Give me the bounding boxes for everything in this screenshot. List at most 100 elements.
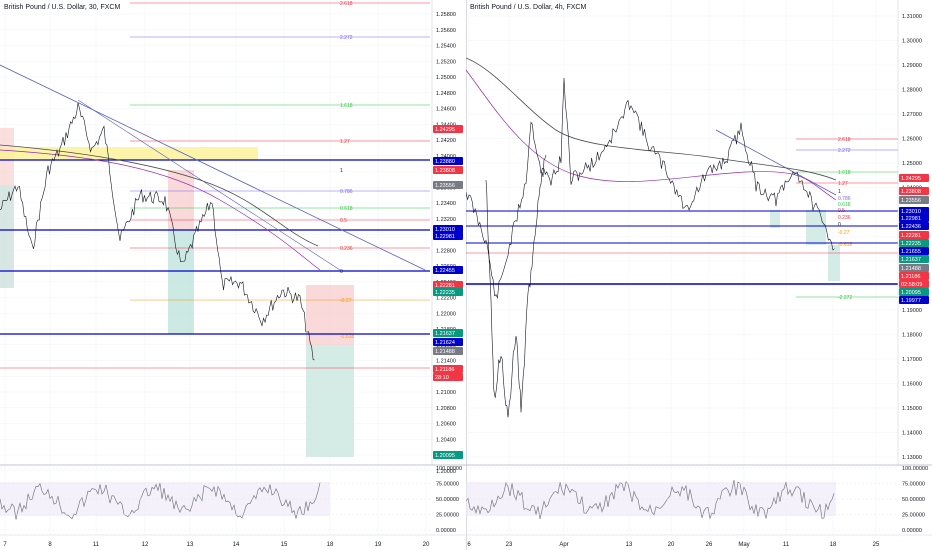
svg-text:1.21488: 1.21488 <box>901 266 921 272</box>
price-tag: 1.23808 <box>899 187 929 195</box>
price-tick-label: 1.21400 <box>436 359 456 365</box>
left-chart-title: British Pound / U.S. Dollar, 30, FXCM <box>4 4 120 11</box>
right-ma-slow <box>466 57 837 181</box>
left-price-tags: 1.24295 1.23880 1.23808 1.23556 1.230101.229… <box>433 125 463 459</box>
date-tick-label: 15 <box>281 542 288 548</box>
svg-text:1.19977: 1.19977 <box>901 298 921 304</box>
osc-tick-label: 25.00000 <box>902 513 925 519</box>
date-tick-label: 12 <box>142 542 149 548</box>
svg-text:-0.618: -0.618 <box>838 242 852 248</box>
date-tick-label: 23 <box>506 542 513 548</box>
svg-text:1.22281: 1.22281 <box>435 283 455 289</box>
svg-text:2.618: 2.618 <box>838 137 851 143</box>
left-support-resistance-lines[interactable] <box>0 159 430 335</box>
left-descending-trendline[interactable] <box>0 64 426 271</box>
price-tick-label: 1.18000 <box>902 333 922 339</box>
svg-text:1.24295: 1.24295 <box>435 127 455 133</box>
price-tick-label: 1.24800 <box>436 91 456 97</box>
right-support-resistance-lines[interactable] <box>466 210 898 285</box>
price-tag: 1.21624 <box>433 338 463 346</box>
left-chart-pane[interactable]: 2.618 2.272 1.618 1.27 1 0.786 0.618 0.5… <box>0 0 466 550</box>
osc-tick-label: 50.00000 <box>436 497 459 503</box>
svg-text:1.27: 1.27 <box>838 181 848 187</box>
price-tag: 1.21637 <box>899 255 929 263</box>
price-tag: 1.23556 <box>899 196 929 204</box>
svg-text:1.23556: 1.23556 <box>901 198 921 204</box>
right-price-series[interactable] <box>466 77 835 418</box>
osc-tick-label: 75.00000 <box>436 482 459 488</box>
date-tick-label: 19 <box>375 542 382 548</box>
price-tag: 1.22981 <box>899 214 929 222</box>
left-price-series[interactable] <box>0 102 315 361</box>
date-tick-label: 20 <box>423 542 430 548</box>
svg-text:0.786: 0.786 <box>838 196 851 202</box>
date-tick-label: May <box>738 542 749 548</box>
price-tick-label: 1.22200 <box>436 296 456 302</box>
price-tag: 1.21186 <box>433 365 463 373</box>
svg-text:1.618: 1.618 <box>838 170 851 176</box>
price-tick-label: 1.26000 <box>902 137 922 143</box>
price-tag: 1.21637 <box>433 329 463 337</box>
right-oscillator[interactable] <box>466 479 835 520</box>
svg-text:-2.272: -2.272 <box>838 295 852 301</box>
svg-text:1.21186: 1.21186 <box>901 274 920 280</box>
date-tick-label: 11 <box>783 542 790 548</box>
price-tick-label: 1.27000 <box>902 112 922 118</box>
left-highlight-band <box>0 147 258 160</box>
price-tick-label: 1.24200 <box>436 138 456 144</box>
price-tick-label: 1.25400 <box>436 44 456 50</box>
right-chart-pane[interactable]: 2.618 2.272 1.618 1.27 1 0.786 0.618 0.5… <box>466 0 932 550</box>
left-fib-levels[interactable]: 2.618 2.272 1.618 1.27 1 0.786 0.618 0.5… <box>0 1 430 369</box>
date-tick-label: 13 <box>187 542 194 548</box>
svg-text:1.23880: 1.23880 <box>435 159 455 165</box>
left-trade-target-zone <box>306 345 354 457</box>
price-tag: 1.20095 <box>899 288 929 296</box>
price-tag: 1.22281 <box>899 231 929 239</box>
price-tag: 1.21488 <box>433 347 463 355</box>
price-tag: 1.23556 <box>433 181 463 189</box>
svg-text:0.236: 0.236 <box>340 246 353 252</box>
price-tag: 1.22235 <box>433 288 463 296</box>
price-tag: 1.22981 <box>433 232 463 240</box>
price-tag: 1.21186 <box>899 272 929 280</box>
svg-text:1.22981: 1.22981 <box>901 216 921 222</box>
right-zone-1 <box>770 210 780 228</box>
osc-tick-label: 100.00000 <box>902 466 928 472</box>
price-tag: 1.22281 <box>433 281 463 289</box>
price-tag: 1.19977 <box>899 296 929 304</box>
right-zone-2 <box>806 210 826 245</box>
price-tick-label: 1.20000 <box>436 469 456 475</box>
price-tick-label: 1.28000 <box>902 88 922 94</box>
price-tag: 1.22235 <box>899 239 929 247</box>
svg-text:1.22281: 1.22281 <box>901 233 921 239</box>
left-oscillator[interactable] <box>0 482 321 520</box>
svg-text:2.272: 2.272 <box>838 148 851 154</box>
price-tick-label: 1.22000 <box>436 311 456 317</box>
price-tick-label: 1.25800 <box>436 12 456 18</box>
right-fib-levels[interactable]: 2.618 2.272 1.618 1.27 1 0.786 0.618 0.5… <box>796 137 898 301</box>
svg-text:-0.27: -0.27 <box>838 230 850 236</box>
svg-text:1.22455: 1.22455 <box>435 268 455 274</box>
price-tick-label: 1.25200 <box>436 59 456 65</box>
date-tick-label: 13 <box>626 542 633 548</box>
price-tick-label: 1.20800 <box>436 406 456 412</box>
left-trendline-2[interactable] <box>77 99 341 271</box>
right-zone-3 <box>828 245 840 281</box>
price-tick-label: 1.19000 <box>902 308 922 314</box>
price-tick-label: 1.13000 <box>902 455 922 461</box>
price-tag: 1.24295 <box>899 174 929 182</box>
date-tick-label: 6 <box>467 542 471 548</box>
svg-text:1.23556: 1.23556 <box>435 183 455 189</box>
svg-text:1.618: 1.618 <box>340 103 353 109</box>
left-date-axis[interactable]: 7 8 11 12 13 14 15 18 19 20 <box>3 542 430 548</box>
osc-tick-label: 75.00000 <box>902 482 925 488</box>
date-tick-label: 14 <box>233 542 240 548</box>
svg-text:1.21624: 1.21624 <box>435 340 455 346</box>
date-tick-label: 25 <box>873 542 880 548</box>
svg-text:1.24295: 1.24295 <box>901 176 921 182</box>
right-date-axis[interactable]: 6 23 Apr 13 20 26 May 11 18 25 <box>467 542 880 548</box>
svg-text:1.23808: 1.23808 <box>435 168 455 174</box>
svg-text:1.21637: 1.21637 <box>435 331 455 337</box>
svg-text:0.618: 0.618 <box>838 202 851 208</box>
